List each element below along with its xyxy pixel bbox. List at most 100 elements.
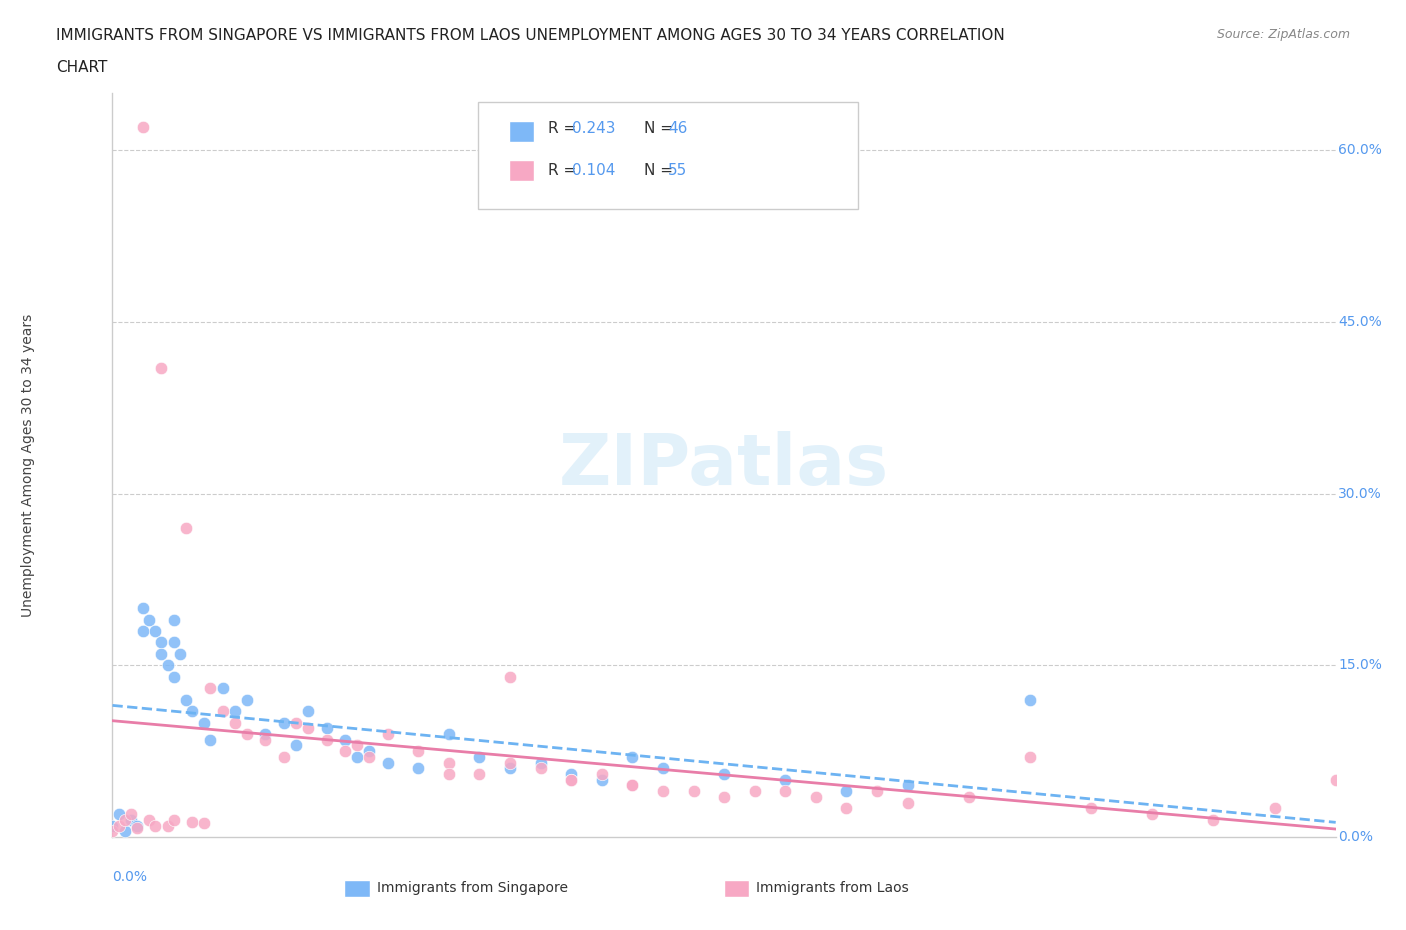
Point — [1018, 750, 1040, 764]
Point — [101, 824, 124, 839]
Point — [211, 681, 233, 696]
Point — [835, 784, 858, 799]
Point — [150, 646, 173, 661]
Point — [200, 732, 222, 747]
Text: 55: 55 — [668, 163, 688, 178]
Point — [560, 766, 582, 781]
Point — [804, 790, 827, 804]
Point — [346, 738, 368, 753]
Point — [138, 813, 160, 828]
Point — [621, 778, 644, 793]
Point — [530, 755, 553, 770]
Point — [437, 755, 460, 770]
Point — [125, 818, 148, 833]
Point — [143, 818, 166, 833]
Text: 60.0%: 60.0% — [1339, 143, 1382, 157]
Point — [132, 120, 155, 135]
Point — [591, 766, 613, 781]
Point — [377, 726, 399, 741]
Point — [101, 818, 124, 833]
Text: 0.0%: 0.0% — [1339, 830, 1374, 844]
Point — [499, 670, 522, 684]
Text: N =: N = — [644, 163, 678, 178]
Point — [236, 692, 259, 707]
Point — [499, 755, 522, 770]
Point — [1324, 772, 1347, 787]
Point — [333, 732, 356, 747]
Point — [530, 761, 553, 776]
Point — [132, 601, 155, 616]
Point — [107, 818, 129, 833]
Text: N =: N = — [644, 121, 678, 136]
Point — [621, 750, 644, 764]
Point — [224, 715, 246, 730]
Point — [359, 750, 381, 764]
Text: Immigrants from Singapore: Immigrants from Singapore — [377, 881, 568, 896]
Point — [211, 704, 233, 719]
Point — [297, 704, 319, 719]
Point — [866, 784, 889, 799]
Text: 0.243: 0.243 — [572, 121, 616, 136]
Point — [1142, 806, 1164, 821]
Text: 30.0%: 30.0% — [1339, 486, 1382, 500]
Point — [1080, 801, 1102, 816]
Point — [150, 635, 173, 650]
Text: 45.0%: 45.0% — [1339, 315, 1382, 329]
Point — [163, 813, 186, 828]
Point — [107, 806, 129, 821]
Point — [125, 820, 148, 835]
Point — [437, 726, 460, 741]
Point — [193, 816, 215, 830]
Point — [297, 721, 319, 736]
Point — [377, 755, 399, 770]
Point — [359, 744, 381, 759]
Point — [174, 521, 197, 536]
Point — [897, 778, 920, 793]
Point — [744, 784, 766, 799]
Point — [181, 704, 204, 719]
Point — [957, 790, 980, 804]
Text: 15.0%: 15.0% — [1339, 658, 1382, 672]
Text: Source: ZipAtlas.com: Source: ZipAtlas.com — [1216, 28, 1350, 41]
Point — [169, 646, 191, 661]
Point — [560, 772, 582, 787]
Point — [682, 784, 704, 799]
Point — [163, 612, 186, 627]
Point — [163, 670, 186, 684]
Point — [273, 750, 295, 764]
Point — [254, 726, 277, 741]
Text: 46: 46 — [668, 121, 688, 136]
Point — [224, 704, 246, 719]
Point — [138, 612, 160, 627]
Point — [897, 795, 920, 810]
Point — [346, 750, 368, 764]
Text: R =: R = — [548, 163, 582, 178]
Point — [652, 761, 675, 776]
Text: Immigrants from Laos: Immigrants from Laos — [756, 881, 910, 896]
Point — [408, 761, 430, 776]
Point — [174, 692, 197, 707]
Point — [156, 818, 179, 833]
Point — [284, 715, 308, 730]
Point — [236, 726, 259, 741]
Point — [143, 623, 166, 638]
Text: R =: R = — [548, 121, 582, 136]
Point — [132, 623, 155, 638]
Text: ZIPatlas: ZIPatlas — [560, 431, 889, 499]
Point — [835, 801, 858, 816]
Point — [114, 824, 136, 839]
Point — [1018, 692, 1040, 707]
Point — [114, 813, 136, 828]
Point — [200, 681, 222, 696]
Text: CHART: CHART — [56, 60, 108, 75]
Point — [315, 721, 337, 736]
Text: IMMIGRANTS FROM SINGAPORE VS IMMIGRANTS FROM LAOS UNEMPLOYMENT AMONG AGES 30 TO : IMMIGRANTS FROM SINGAPORE VS IMMIGRANTS … — [56, 28, 1005, 43]
Point — [775, 772, 797, 787]
Point — [499, 761, 522, 776]
Point — [273, 715, 295, 730]
Point — [193, 715, 215, 730]
Point — [591, 772, 613, 787]
Point — [713, 790, 735, 804]
Point — [1202, 813, 1225, 828]
Point — [181, 815, 204, 830]
